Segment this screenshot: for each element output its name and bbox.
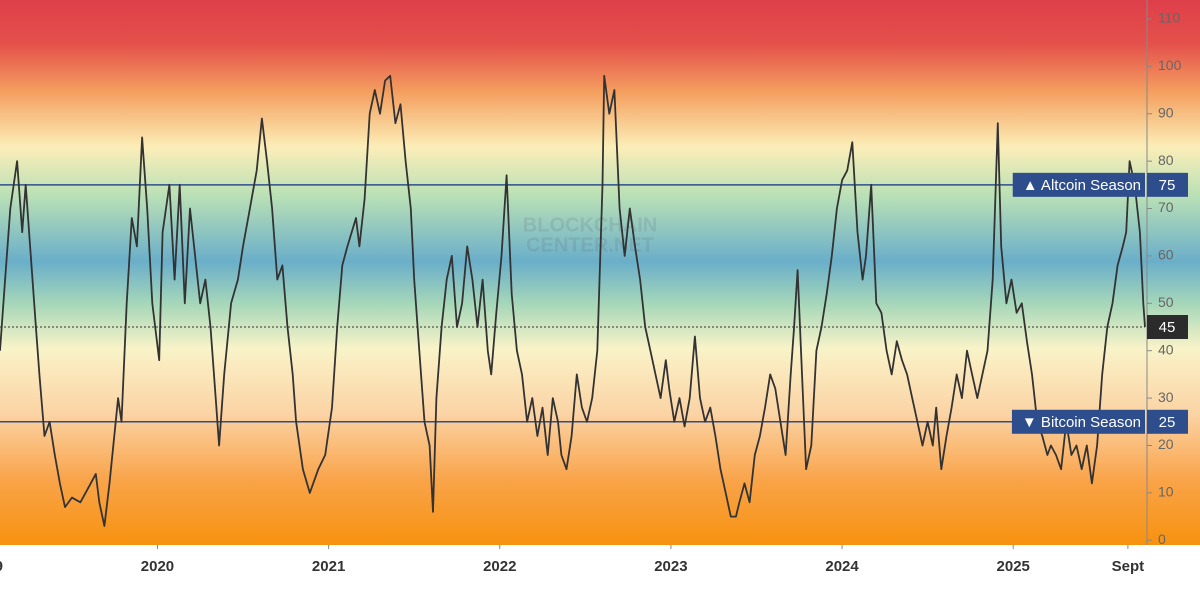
y-tick-label: 70: [1158, 199, 1174, 215]
y-tick-label: 80: [1158, 152, 1174, 168]
y-tick-label: 110: [1158, 10, 1181, 26]
threshold-label: ▲ Altcoin Season: [1023, 177, 1141, 194]
y-tick-label: 10: [1158, 484, 1174, 500]
x-tick-label: 2023: [654, 558, 687, 575]
threshold-value: 75: [1159, 177, 1176, 194]
watermark: CENTER.NET: [526, 234, 654, 256]
current-value-label: 45: [1159, 319, 1176, 336]
y-tick-label: 90: [1158, 104, 1174, 120]
watermark: BLOCKCHAIN: [523, 214, 657, 236]
x-axis-area: [0, 545, 1200, 592]
threshold-label: ▼ Bitcoin Season: [1022, 414, 1141, 431]
y-tick-label: 40: [1158, 341, 1174, 357]
x-tick-label: 2019: [0, 558, 3, 575]
x-tick-label: 2021: [312, 558, 345, 575]
x-tick-label: 2020: [141, 558, 174, 575]
x-tick-label: 2024: [825, 558, 859, 575]
threshold-value-box: [1147, 409, 1188, 434]
current-value-box: [1147, 315, 1188, 339]
threshold-label-box: [1011, 409, 1145, 434]
threshold-value: 25: [1159, 414, 1176, 431]
threshold-label-box: [1012, 172, 1145, 197]
x-tick-label: 2025: [997, 558, 1030, 575]
y-tick-label: 0: [1158, 531, 1166, 547]
x-tick-label: 2022: [483, 558, 516, 575]
index-line: [0, 74, 1146, 527]
y-tick-label: 100: [1158, 57, 1182, 73]
y-tick-label: 20: [1158, 436, 1174, 452]
y-tick-label: 50: [1158, 294, 1174, 310]
x-tick-label: Sept: [1112, 558, 1145, 575]
y-tick-label: 30: [1158, 389, 1174, 405]
threshold-value-box: [1147, 172, 1188, 197]
y-tick-label: 60: [1158, 247, 1174, 263]
